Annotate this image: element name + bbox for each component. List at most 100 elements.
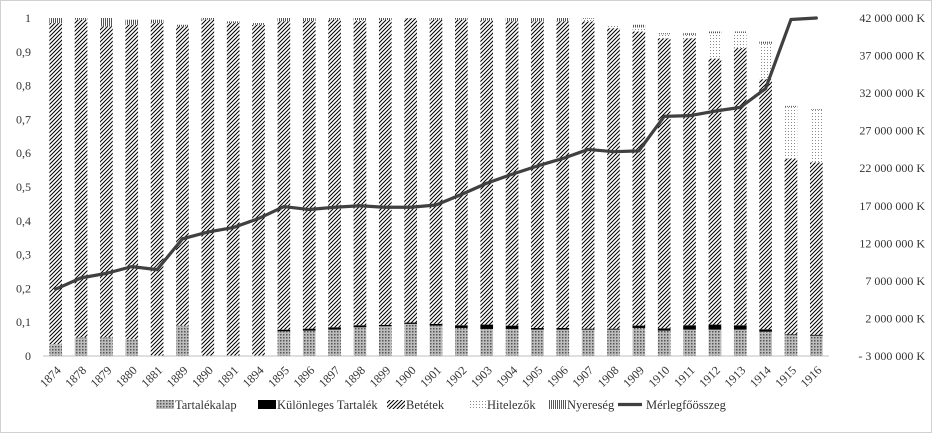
y-tick-label: 0,1: [16, 315, 31, 329]
bar-segment: [430, 324, 443, 326]
y-tick-label: 0,4: [16, 214, 31, 228]
x-tick-label: 1896: [290, 363, 317, 390]
bar-segment: [709, 330, 722, 356]
bar-segment: [582, 21, 595, 328]
x-tick-label: 1904: [493, 363, 520, 390]
bar-segment: [100, 26, 113, 337]
bar-segment: [303, 18, 316, 21]
bar-segment: [556, 18, 569, 21]
x-tick-label: 1899: [367, 363, 394, 390]
bar-segment: [785, 335, 798, 356]
bar-segment: [480, 329, 493, 356]
bar-segment: [125, 339, 138, 356]
bar-segment: [633, 326, 646, 328]
bar-segment: [658, 328, 671, 330]
x-tick-label: 1898: [341, 363, 368, 390]
bar-segment: [278, 18, 291, 21]
bar-segment: [328, 18, 341, 20]
bar-segment: [582, 329, 595, 330]
bar-segment: [633, 328, 646, 356]
bar-segment: [201, 18, 214, 20]
bar-segment: [658, 38, 671, 328]
bar-segment: [480, 325, 493, 329]
bar-segment: [455, 328, 468, 356]
y2-tick-label: 27 000 000 K: [859, 124, 925, 138]
x-tick-label: 1891: [214, 363, 241, 390]
x-tick-label: 1910: [645, 363, 672, 390]
y2-tick-label: 42 000 000 K: [859, 11, 925, 25]
bar-segment: [303, 21, 316, 329]
y2-tick-label: 32 000 000 K: [859, 86, 925, 100]
y2-tick-label: 17 000 000 K: [859, 199, 925, 213]
y2-tick-label: 7 000 000 K: [865, 274, 925, 288]
bar-segment: [125, 25, 138, 339]
bar-segment: [75, 20, 88, 338]
bar-segment: [379, 20, 392, 325]
legend-label: Hitelezők: [487, 398, 536, 412]
x-tick-label: 1881: [138, 363, 165, 390]
x-tick-label: 1903: [468, 363, 495, 390]
x-tick-label: 1889: [164, 363, 191, 390]
bar-segment: [658, 34, 671, 38]
bar-segment: [455, 20, 468, 326]
y2-tick-label: 37 000 000 K: [859, 49, 925, 63]
y2-tick-label: - 3 000 000 K: [858, 349, 925, 363]
bar-segment: [328, 330, 341, 356]
bar-segment: [354, 325, 367, 327]
bar-segment: [531, 328, 544, 330]
y-tick-label: 0,9: [16, 45, 31, 59]
legend-swatch: [548, 400, 566, 409]
bar-segment: [683, 33, 696, 35]
y-tick-label: 0: [25, 349, 31, 363]
bar-segment: [607, 330, 620, 356]
legend-swatch: [468, 400, 486, 409]
bar-segment: [683, 325, 696, 329]
x-tick-label: 1880: [113, 363, 140, 390]
bar-segment: [379, 325, 392, 326]
bar-segment: [556, 328, 569, 330]
bar-segment: [709, 325, 722, 330]
x-tick-label: 1900: [392, 363, 419, 390]
bar-segment: [303, 331, 316, 356]
y-tick-label: 0,3: [16, 248, 31, 262]
x-tick-label: 1915: [772, 363, 799, 390]
bar-segment: [480, 20, 493, 324]
bar-segment: [303, 329, 316, 331]
bar-segment: [607, 329, 620, 330]
bar-segment: [810, 109, 823, 110]
bar-segment: [709, 33, 722, 58]
bar-segment: [151, 20, 164, 23]
bar-segment: [658, 33, 671, 34]
bar-segment: [556, 330, 569, 356]
bar-segment: [404, 324, 417, 356]
bar-segment: [785, 334, 798, 335]
x-tick-label: 1913: [722, 363, 749, 390]
bar-segment: [379, 18, 392, 20]
x-tick-label: 1894: [240, 363, 267, 390]
bar-segment: [759, 42, 772, 44]
bar-segment: [227, 21, 240, 23]
bar-segment: [759, 79, 772, 329]
bar-segment: [633, 32, 646, 326]
bar-segment: [759, 332, 772, 356]
bar-segment: [785, 159, 798, 335]
bar-segment: [556, 21, 569, 328]
bar-segment: [531, 330, 544, 356]
legend-label: Nyereség: [567, 398, 615, 412]
bar-segment: [278, 331, 291, 356]
bar-segment: [328, 327, 341, 329]
bar-segment: [810, 335, 823, 336]
y-tick-label: 0,6: [16, 146, 31, 160]
bar-segment: [506, 329, 519, 356]
y-tick-label: 1: [25, 11, 31, 25]
y-tick-label: 0,7: [16, 112, 31, 126]
bar-segment: [506, 326, 519, 329]
x-tick-label: 1902: [443, 363, 470, 390]
bar-segment: [734, 48, 747, 325]
bar-segment: [810, 336, 823, 356]
bar-segment: [709, 32, 722, 34]
bar-segment: [607, 25, 620, 28]
x-axis: 1874187818791880188118891890189118941895…: [37, 356, 829, 390]
